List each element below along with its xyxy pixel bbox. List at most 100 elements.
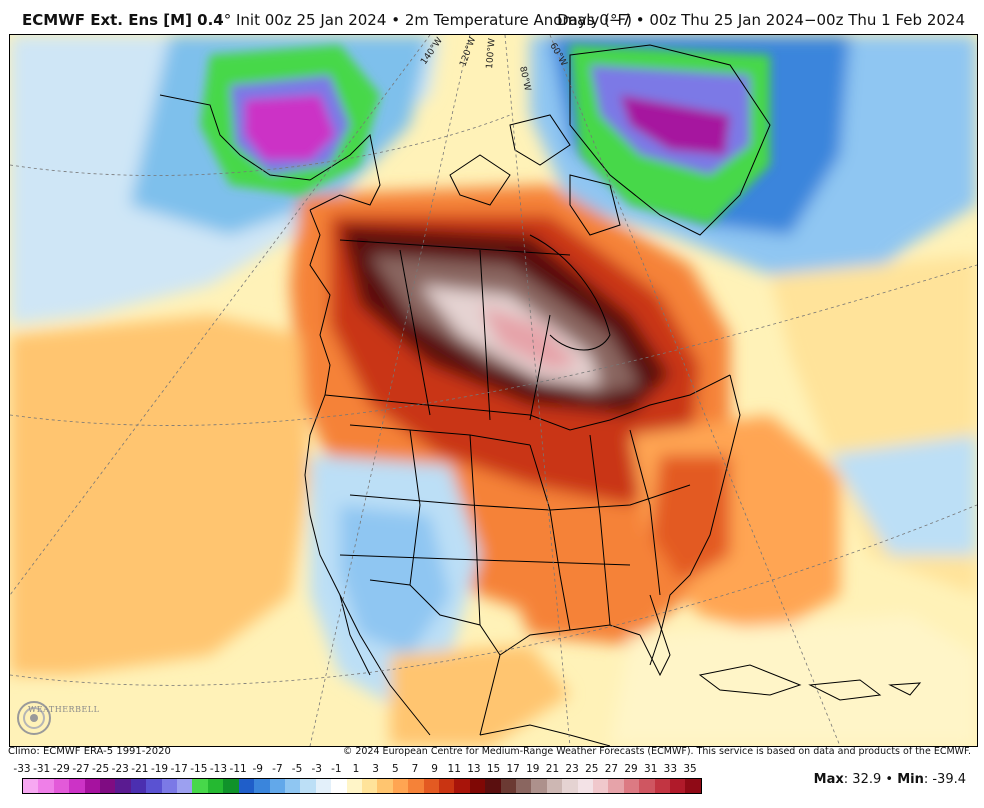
scale-label: 23 — [565, 763, 579, 775]
scale-label: -21 — [131, 763, 149, 775]
scale-swatch — [238, 779, 255, 793]
scale-label: -19 — [150, 763, 169, 775]
scale-swatch — [546, 779, 563, 793]
scale-swatch — [685, 779, 701, 793]
max-value: 32.9 — [852, 772, 882, 787]
scale-label: -25 — [92, 763, 110, 775]
scale-swatch — [53, 779, 70, 793]
scale-swatch — [377, 779, 393, 793]
copyright-note: © 2024 European Centre for Medium-Range … — [342, 746, 971, 757]
scale-swatch — [423, 779, 439, 793]
logo-text: WEATHERBELL — [28, 705, 100, 714]
scale-swatch — [161, 779, 178, 793]
scale-label: 17 — [506, 763, 520, 775]
header: ECMWF Ext. Ens [M] 0.4° Init 00z 25 Jan … — [0, 0, 984, 36]
scale-swatch — [654, 779, 671, 793]
scale-swatch — [115, 779, 131, 793]
scale-swatch — [23, 779, 39, 793]
map-borders — [159, 44, 922, 746]
cold-core-field — [200, 45, 770, 225]
scale-swatch — [608, 779, 624, 793]
scale-swatch — [223, 779, 239, 793]
map-canvas: 140°W 120°W 100°W 80°W 60°W — [10, 35, 977, 746]
anomaly-map: 140°W 120°W 100°W 80°W 60°W — [9, 34, 978, 747]
scale-swatch — [269, 779, 285, 793]
scale-label: -5 — [291, 763, 303, 775]
scale-swatch — [562, 779, 578, 793]
scale-label: -3 — [311, 763, 322, 775]
scale-swatch — [331, 779, 347, 793]
scale-swatch — [38, 779, 54, 793]
scale-swatch — [593, 779, 609, 793]
scale-label: -33 — [13, 763, 31, 775]
scale-label: 29 — [624, 763, 638, 775]
scale-label: 31 — [644, 763, 658, 775]
scale-swatch — [408, 779, 424, 793]
degree-symbol: ° — [223, 11, 232, 29]
scale-swatch — [177, 779, 193, 793]
valid-period: Days 0−7 • 00z Thu 25 Jan 2024−00z Thu 1… — [557, 11, 965, 29]
scale-swatch — [254, 779, 270, 793]
scale-label: 21 — [545, 763, 560, 775]
scale-label: 33 — [663, 763, 678, 775]
scale-labels: -33 -31 -29 -27 -25 -23 -21 -19 -17 -15 -13 -11 -9 -7… — [13, 763, 704, 777]
model-name: ECMWF Ext. Ens [M] 0.4 — [22, 11, 224, 29]
scale-swatch — [100, 779, 116, 793]
scale-bar — [22, 778, 702, 794]
scale-swatch — [469, 779, 486, 793]
scale-swatch — [346, 779, 362, 793]
logo-swirl-icon — [17, 701, 51, 735]
scale-swatch — [207, 779, 224, 793]
scale-swatch — [670, 779, 686, 793]
scale-label: 7 — [411, 763, 419, 775]
scale-label: 15 — [486, 763, 501, 775]
scale-label: 3 — [372, 763, 379, 775]
scale-label: 1 — [352, 763, 360, 775]
scale-swatch — [500, 779, 516, 793]
lon-label-100w: 100°W — [485, 38, 498, 69]
weatherbell-logo: WEATHERBELL — [14, 697, 99, 739]
scale-swatch — [284, 779, 301, 793]
scale-label: 5 — [391, 763, 399, 775]
scale-swatch — [84, 779, 101, 793]
scale-swatch — [577, 779, 594, 793]
scale-swatch — [315, 779, 332, 793]
scale-label: 19 — [526, 763, 540, 775]
scale-label: -23 — [111, 763, 129, 775]
scale-label: -11 — [229, 763, 247, 775]
scale-label: -29 — [52, 763, 70, 775]
scale-label: -31 — [33, 763, 51, 775]
scale-swatch — [438, 779, 455, 793]
scale-swatch — [192, 779, 208, 793]
scale-label: -13 — [209, 763, 228, 775]
anomaly-field — [10, 35, 977, 746]
max-min-stats: Max: 32.9 • Min: -39.4 — [813, 772, 966, 787]
scale-swatch — [130, 779, 147, 793]
scale-swatch — [454, 779, 470, 793]
scale-swatch — [485, 779, 501, 793]
scale-label: 9 — [431, 763, 438, 775]
scale-swatch — [361, 779, 378, 793]
min-label: Min — [897, 772, 924, 787]
color-scale: -33 -31 -29 -27 -25 -23 -21 -19 -17 -15 -13 -11 -9 -7… — [13, 763, 704, 799]
max-label: Max — [813, 772, 844, 787]
min-value: -39.4 — [932, 772, 966, 787]
scale-swatch — [392, 779, 409, 793]
title-bullet: • — [391, 11, 401, 29]
scale-swatch — [623, 779, 640, 793]
scale-label: 13 — [467, 763, 481, 775]
scale-label: 11 — [447, 763, 461, 775]
scale-swatch — [69, 779, 85, 793]
scale-swatch — [516, 779, 532, 793]
scale-label: -1 — [331, 763, 342, 775]
scale-label: -27 — [72, 763, 90, 775]
map-title: ECMWF Ext. Ens [M] 0.4° Init 00z 25 Jan … — [22, 11, 632, 29]
scale-swatch — [639, 779, 655, 793]
scale-label: 35 — [683, 763, 697, 775]
graticule — [10, 35, 977, 746]
scale-label: 25 — [585, 763, 599, 775]
variable-name: 2m Temperature Anomaly (°F) — [404, 11, 632, 29]
scale-swatch — [300, 779, 316, 793]
scale-swatch — [531, 779, 547, 793]
scale-label: 27 — [604, 763, 619, 775]
